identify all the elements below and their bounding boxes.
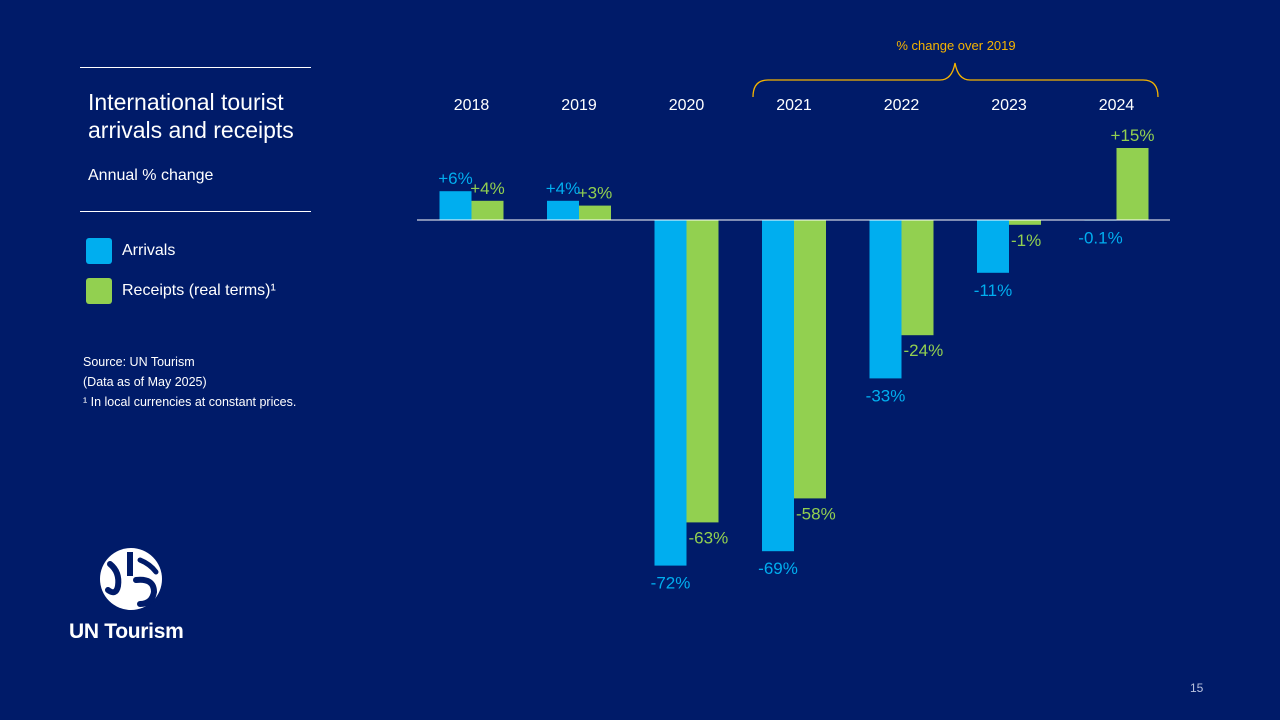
x-tick-label-2018: 2018 (454, 97, 490, 114)
bar-arrivals-2021 (762, 220, 794, 552)
x-tick-label-2021: 2021 (776, 97, 812, 114)
x-tick-label-2023: 2023 (991, 97, 1027, 114)
data-label-arrivals-2022: -33% (866, 386, 906, 405)
data-date-line: (Data as of May 2025) (83, 375, 207, 389)
x-tick-label-2022: 2022 (884, 97, 920, 114)
x-tick-label-2020: 2020 (669, 97, 705, 114)
data-label-arrivals-2024: -0.1% (1078, 229, 1122, 248)
bar-receipts-2019 (579, 205, 611, 220)
bar-receipts-2021 (794, 220, 826, 499)
bar-arrivals-2022 (869, 220, 902, 379)
bar-receipts-2024 (1116, 148, 1149, 220)
logo-text: UN Tourism (69, 620, 184, 643)
data-label-arrivals-2021: -69% (758, 559, 798, 578)
data-label-arrivals-2020: -72% (651, 574, 691, 593)
legend-item-receipts: Receipts (real terms)¹ (86, 278, 276, 304)
bottom-rule (80, 211, 311, 212)
data-label-arrivals-2019: +4% (546, 179, 581, 198)
data-label-receipts-2022: -24% (904, 341, 944, 360)
data-label-receipts-2021: -58% (796, 504, 836, 523)
source-notes: Source: UN Tourism (Data as of May 2025)… (83, 352, 296, 412)
data-label-receipts-2024: +15% (1111, 126, 1155, 145)
bar-receipts-2020 (686, 220, 719, 523)
legend-swatch-receipts (86, 278, 112, 304)
x-tick-label-2019: 2019 (561, 97, 597, 114)
bracket-label: % change over 2019 (896, 38, 1015, 53)
footnote-line: ¹ In local currencies at constant prices… (83, 395, 297, 409)
data-label-arrivals-2018: +6% (438, 169, 473, 188)
legend-label-arrivals: Arrivals (122, 242, 176, 259)
page-title: International tourist arrivals and recei… (88, 89, 294, 143)
page-number: 15 (1190, 681, 1204, 695)
bar-receipts-2023 (1009, 220, 1041, 225)
comparison-bracket (752, 62, 1159, 98)
data-label-arrivals-2023: -11% (974, 281, 1012, 300)
x-tick-label-2024: 2024 (1099, 97, 1135, 114)
chart-subtitle: Annual % change (88, 167, 214, 184)
source-line: Source: UN Tourism (83, 355, 195, 369)
top-rule (80, 67, 311, 68)
data-label-receipts-2019: +3% (578, 184, 613, 203)
bar-arrivals-2018 (439, 191, 472, 220)
legend-swatch-arrivals (86, 238, 112, 264)
legend-item-arrivals: Arrivals (86, 238, 175, 264)
data-label-receipts-2020: -63% (689, 528, 729, 547)
bar-arrivals-2023 (977, 220, 1009, 273)
bar-receipts-2022 (901, 220, 934, 336)
bar-receipts-2018 (471, 200, 504, 220)
data-label-receipts-2018: +4% (470, 179, 505, 198)
bar-arrivals-2020 (654, 220, 687, 566)
bar-arrivals-2019 (547, 200, 579, 220)
data-label-receipts-2023: -1% (1011, 231, 1041, 250)
un-tourism-logo-icon (100, 548, 162, 610)
legend-label-receipts: Receipts (real terms)¹ (122, 282, 276, 299)
